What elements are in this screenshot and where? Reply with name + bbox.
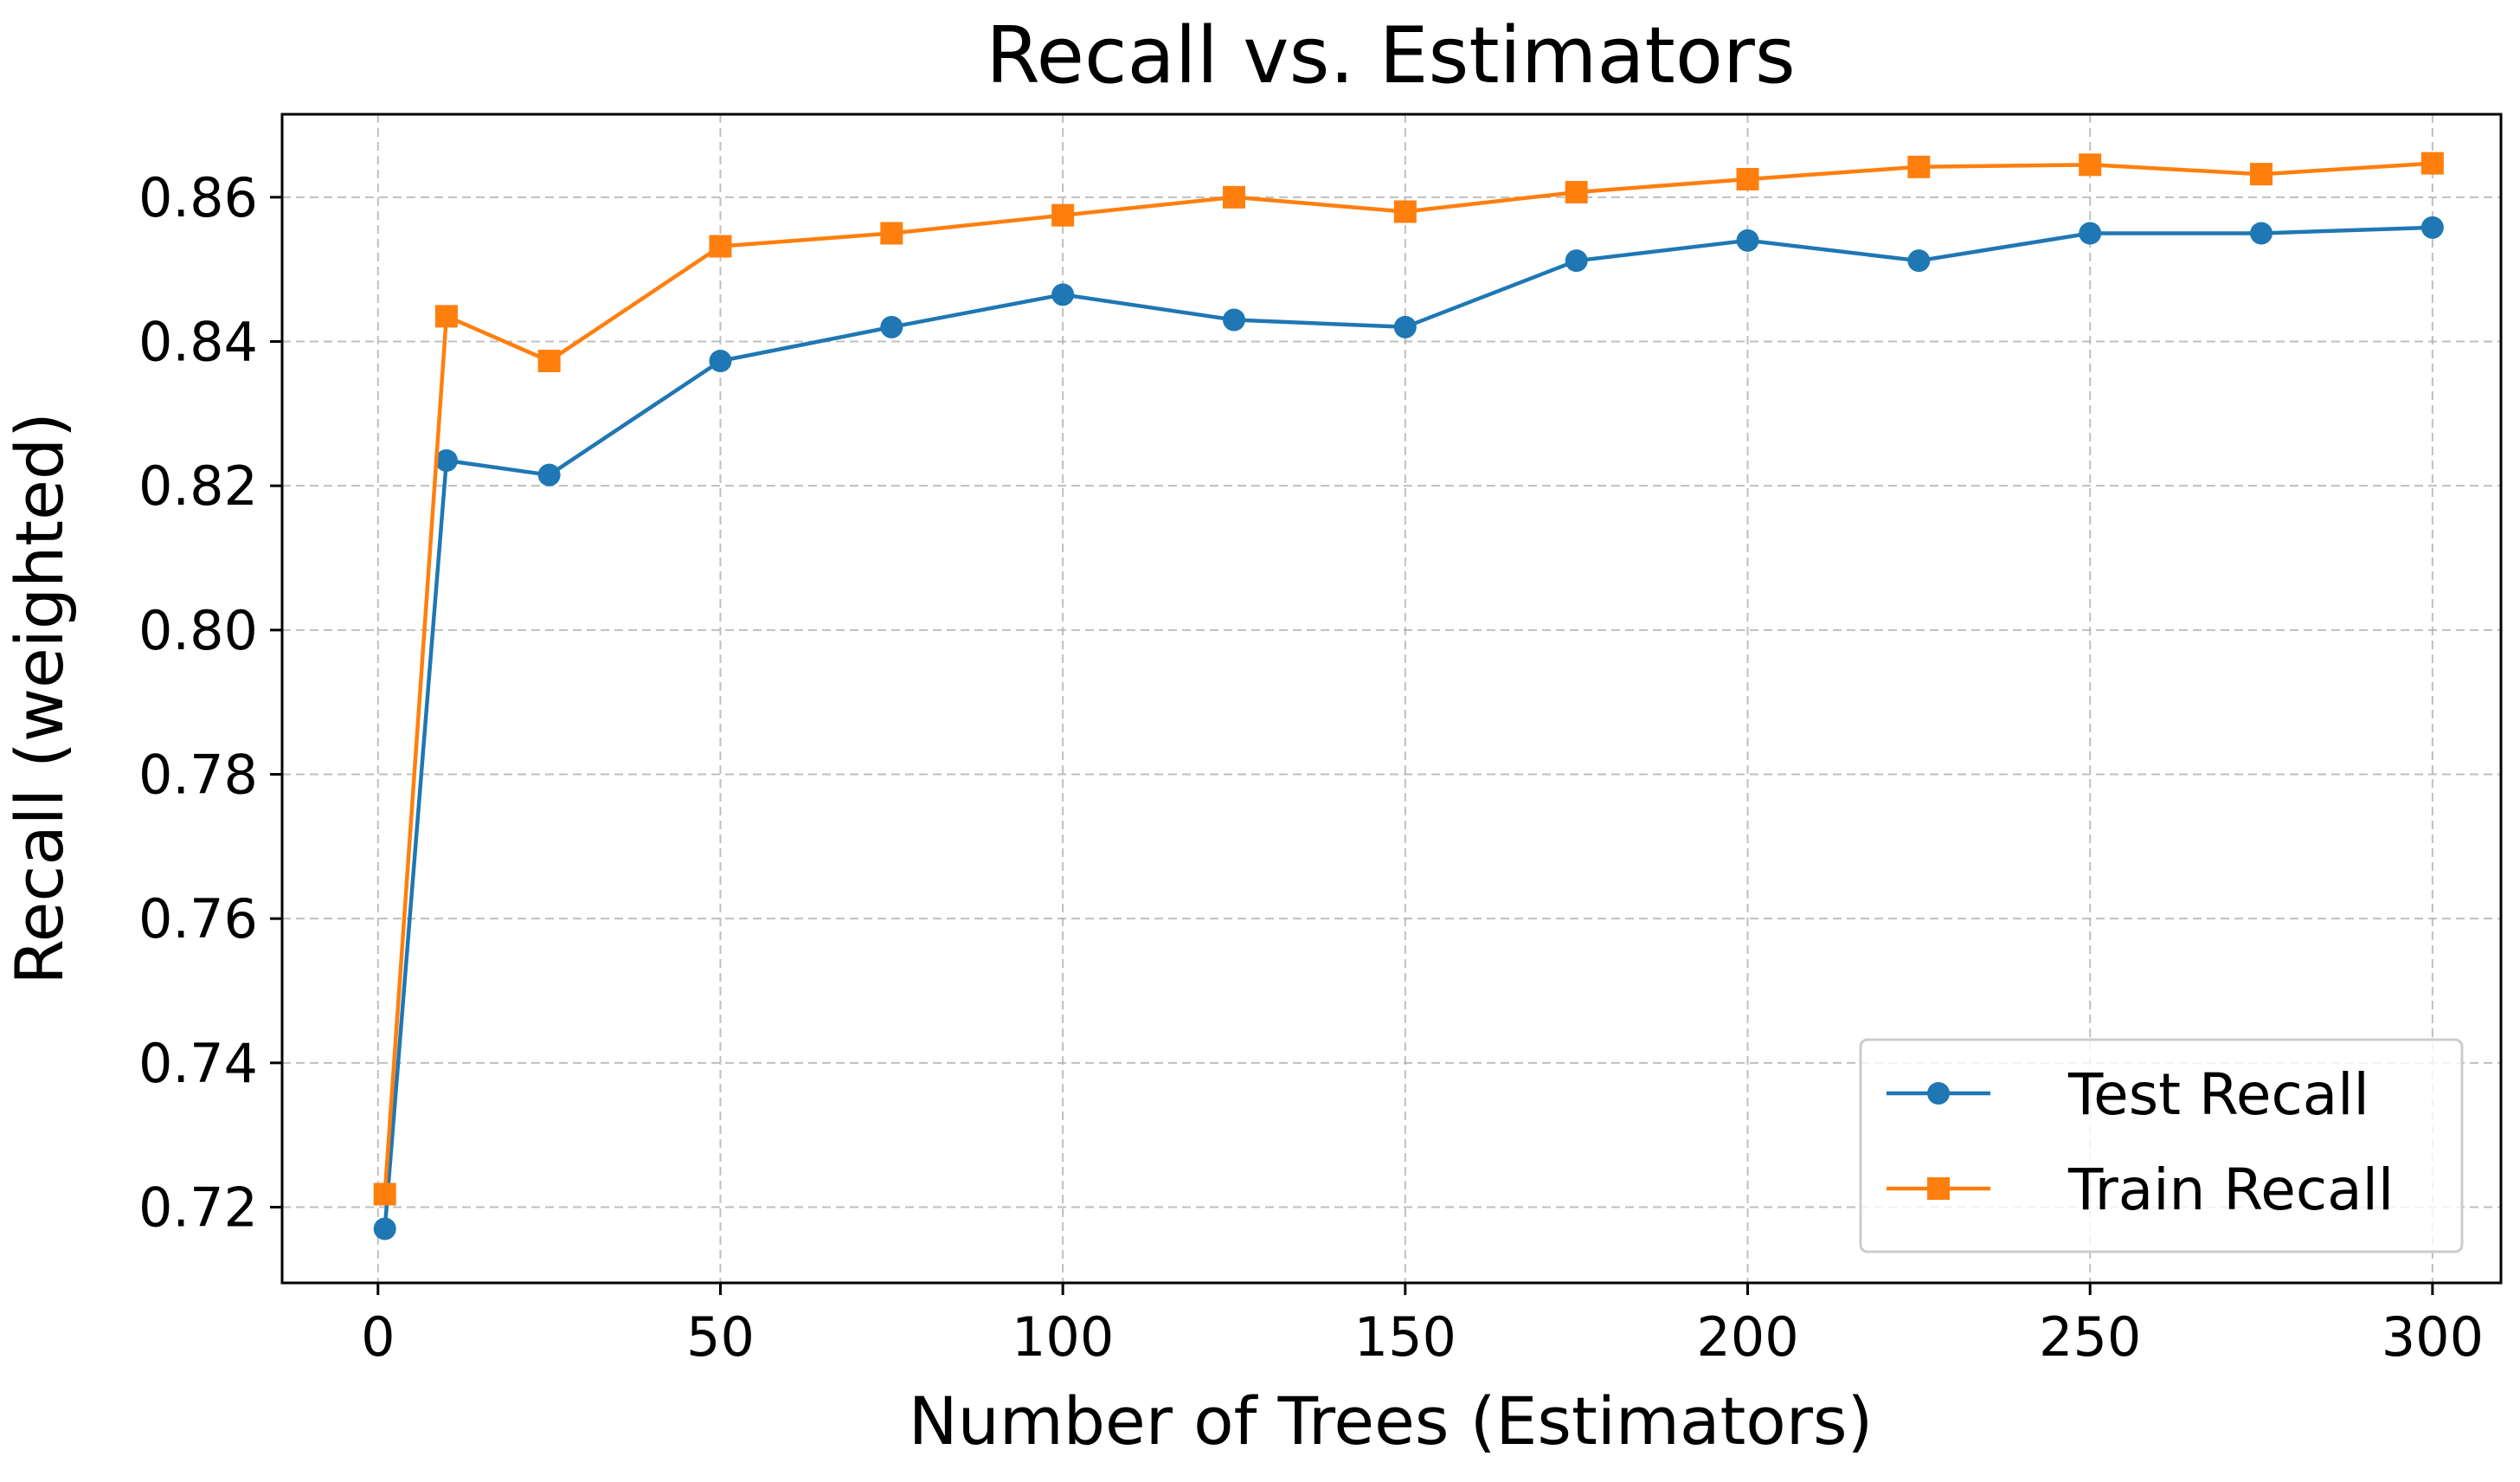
- legend-swatch-marker: [1927, 1177, 1950, 1200]
- train-recall-line: [382, 161, 2433, 1195]
- axis-ticks: 0 50 100 150 200 250 300 0.72 0.74 0.76 0.78 0.80 0.…: [138, 166, 2484, 1369]
- x-tick-label: 150: [1354, 1305, 1456, 1369]
- test-recall-point: [1907, 249, 1931, 273]
- legend-swatch-marker: [1927, 1082, 1950, 1105]
- x-tick-label: 50: [686, 1305, 755, 1369]
- train-recall-point: [2079, 153, 2102, 177]
- legend-frame: [1859, 1038, 2464, 1253]
- train-recall-point: [1736, 168, 1759, 190]
- plot-area-frame: [280, 113, 2503, 1285]
- test-recall-point: [537, 463, 561, 486]
- y-tick-label: 0.82: [138, 454, 258, 518]
- y-tick-label: 0.86: [138, 166, 258, 229]
- test-recall-line: [382, 225, 2433, 1229]
- y-tick-label: 0.72: [138, 1176, 258, 1240]
- y-tick-label: 0.80: [138, 599, 258, 662]
- train-recall-point: [373, 1182, 396, 1206]
- y-axis-label: Recall (weighted): [1, 412, 78, 984]
- train-recall-series: [373, 151, 2444, 1206]
- train-recall-point: [2250, 163, 2273, 186]
- train-recall-point: [1907, 155, 1931, 178]
- x-tick-label: 200: [1696, 1305, 1798, 1369]
- x-tick-label: 0: [361, 1305, 395, 1369]
- x-tick-label: 100: [1012, 1305, 1114, 1369]
- series-layer: [373, 151, 2444, 1240]
- chart-title: Recall vs. Estimators: [986, 10, 1796, 101]
- test-recall-point: [1736, 229, 1759, 252]
- train-recall-point: [1222, 185, 1245, 209]
- train-recall-point: [1393, 200, 1417, 223]
- y-tick-label: 0.76: [138, 887, 258, 950]
- test-recall-point: [2079, 222, 2102, 245]
- test-recall-point: [1222, 308, 1245, 332]
- test-recall-point: [1051, 283, 1075, 306]
- x-axis-label: Number of Trees (Estimators): [909, 1382, 1874, 1459]
- train-recall-point: [2420, 151, 2444, 175]
- legend-label: Train Recall: [2067, 1157, 2394, 1223]
- test-recall-point: [880, 315, 903, 338]
- y-tick-label: 0.74: [138, 1032, 258, 1095]
- train-recall-point: [880, 222, 903, 245]
- y-tick-label: 0.78: [138, 744, 258, 807]
- test-recall-point: [2420, 216, 2444, 239]
- test-recall-point: [434, 449, 458, 472]
- x-tick-label: 300: [2382, 1305, 2484, 1369]
- train-recall-point: [1565, 181, 1588, 203]
- test-recall-point: [1393, 315, 1417, 338]
- test-recall-point: [1565, 249, 1588, 273]
- train-recall-point: [537, 350, 561, 372]
- legend-item-test-recall: Test Recall: [1887, 1061, 2369, 1128]
- y-tick-label: 0.84: [138, 311, 258, 374]
- test-recall-point: [709, 350, 732, 372]
- legend-item-train-recall: Train Recall: [1887, 1157, 2394, 1223]
- train-recall-point: [434, 305, 458, 328]
- train-recall-point: [709, 235, 732, 258]
- x-tick-label: 250: [2039, 1305, 2141, 1369]
- train-recall-point: [1051, 203, 1075, 227]
- test-recall-point: [373, 1217, 396, 1240]
- test-recall-series: [373, 216, 2444, 1240]
- legend: Test Recall Train Recall: [1859, 1038, 2464, 1253]
- legend-label: Test Recall: [2067, 1061, 2369, 1128]
- test-recall-point: [2250, 222, 2273, 245]
